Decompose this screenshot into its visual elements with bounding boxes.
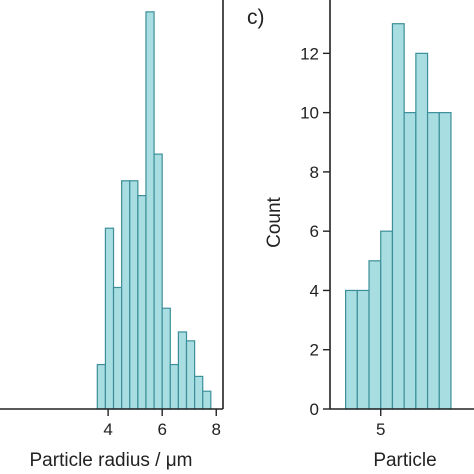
histogram-bar <box>194 375 204 410</box>
y-tick-label: 2 <box>310 341 319 360</box>
x-tick-label: 6 <box>157 420 166 439</box>
histogram-bar <box>415 52 429 410</box>
left-histogram-panel: 4 6 8 Particle radius / μm <box>0 0 224 471</box>
histogram-bar <box>121 180 131 410</box>
histogram-bar <box>368 260 382 410</box>
x-axis-label: Particle radius / μm <box>30 450 193 471</box>
histogram-bar <box>145 11 155 410</box>
histogram-bar <box>177 331 188 410</box>
y-tick-label: 12 <box>300 44 319 63</box>
histogram-bar <box>129 180 139 410</box>
y-tick-label: 10 <box>300 104 319 123</box>
y-tick-label: 6 <box>310 222 319 241</box>
histogram-bar <box>161 307 171 410</box>
histogram-bar <box>391 23 405 410</box>
right-histogram-panel: 5 0 2 4 6 8 10 12 Particle Count c) <box>247 0 474 471</box>
y-tick-label: 4 <box>310 281 319 300</box>
histogram-bar <box>185 340 196 410</box>
x-axis-label: Particle <box>373 450 436 471</box>
y-tick-label: 0 <box>310 400 319 419</box>
histogram-bar <box>202 390 212 410</box>
x-tick-label: 8 <box>212 420 221 439</box>
histogram-bar <box>345 289 358 410</box>
histogram-bar <box>137 195 147 410</box>
histogram-bar <box>438 112 452 410</box>
x-tick-label: 4 <box>103 420 112 439</box>
histogram-bar <box>356 289 370 410</box>
histogram-bar <box>96 363 107 410</box>
histogram-bar <box>169 363 179 410</box>
histogram-bar <box>153 153 163 410</box>
x-tick-label: 5 <box>376 420 385 439</box>
histogram-bar <box>112 286 123 410</box>
y-tick-label: 8 <box>310 163 319 182</box>
y-axis-label: Count <box>264 196 285 247</box>
histogram-bar <box>380 230 394 410</box>
histogram-bar <box>403 112 417 410</box>
histogram-bar <box>104 227 115 410</box>
panel-label: c) <box>247 6 265 29</box>
histogram-bar <box>426 112 440 410</box>
